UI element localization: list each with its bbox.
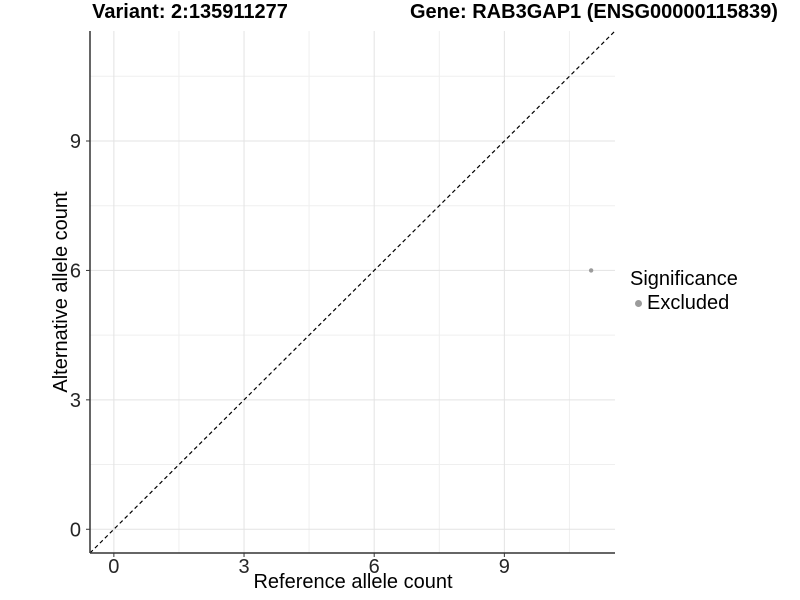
- legend-point-icon: [635, 299, 642, 307]
- y-tick-label: 6: [70, 260, 81, 282]
- legend-title: Significance: [630, 268, 738, 290]
- identity-line: [89, 30, 616, 554]
- gene-title: Gene: RAB3GAP1 (ENSG00000115839): [410, 1, 778, 23]
- data-point: [588, 268, 594, 273]
- legend-item-label: Excluded: [647, 292, 730, 314]
- x-tick-label: 6: [369, 556, 380, 578]
- variant-title: Variant: 2:135911277: [92, 1, 288, 23]
- legend-item-excluded: Excluded: [630, 293, 738, 313]
- y-axis-title: Alternative allele count: [50, 191, 72, 393]
- legend: Significance Excluded: [630, 269, 738, 313]
- x-tick-label: 3: [238, 556, 249, 578]
- y-tick-label: 9: [70, 131, 81, 153]
- x-axis-title: Reference allele count: [253, 571, 453, 593]
- y-tick-label: 3: [70, 390, 81, 412]
- y-tick-label: 0: [70, 519, 81, 541]
- x-tick-label: 0: [108, 556, 119, 578]
- x-tick-label: 9: [499, 556, 510, 578]
